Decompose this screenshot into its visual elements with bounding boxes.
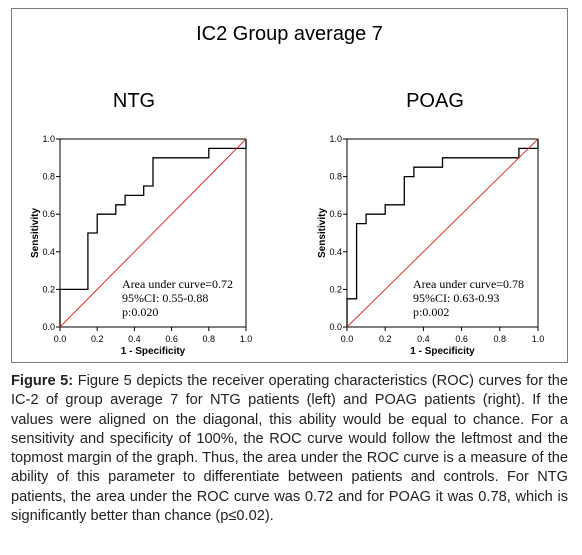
poag-x-tick-label: 0.6 xyxy=(455,334,468,344)
poag-y-tick-label: 0.2 xyxy=(329,284,342,294)
ntg-x-axis-label: 1 - Specificity xyxy=(121,346,186,357)
poag-diagonal-reference-line xyxy=(346,138,539,328)
ntg-x-tick-label: 1.0 xyxy=(240,334,253,344)
ntg-x-tick-label: 0.0 xyxy=(54,334,67,344)
ntg-y-tick-label: 0.2 xyxy=(42,284,55,294)
ntg-annotation: Area under curve=0.72 xyxy=(122,277,233,291)
ntg-x-tick-label: 0.8 xyxy=(203,334,216,344)
poag-annotation: Area under curve=0.78 xyxy=(413,277,524,291)
poag-x-tick-label: 1.0 xyxy=(532,334,545,344)
ntg-annotation: 95%CI: 0.55-0.88 xyxy=(122,291,208,305)
ntg-chart-title: NTG xyxy=(112,90,156,112)
ntg-y-tick-label: 0.0 xyxy=(42,322,55,332)
figure-caption: Figure 5: Figure 5 depicts the receiver … xyxy=(11,372,568,526)
ntg-y-tick-label: 0.8 xyxy=(42,172,55,182)
poag-x-tick-label: 0.4 xyxy=(417,334,430,344)
ntg-diagonal-reference-line xyxy=(59,138,247,328)
poag-roc-curve xyxy=(346,139,539,327)
caption-label: Figure 5: xyxy=(11,373,74,389)
ntg-x-tick-label: 0.2 xyxy=(91,334,104,344)
roc-charts: 0.0 0.2 0.4 0.6 0.8 1.0 0.0 0.2 0.4 0.6 0.8 1.0 1 - … xyxy=(30,134,545,357)
poag-y-tick-label: 0.6 xyxy=(329,209,342,219)
poag-y-tick-label: 1.0 xyxy=(329,134,342,144)
figure-title: IC2 Group average 7 xyxy=(196,23,383,45)
ntg-y-axis-label: Sensitivity xyxy=(30,208,41,258)
ntg-annotation: p:0.020 xyxy=(122,305,158,319)
poag-x-axis-label: 1 - Specificity xyxy=(410,346,475,357)
poag-x-tick-label: 0.8 xyxy=(494,334,507,344)
ntg-x-tick-label: 0.6 xyxy=(165,334,178,344)
poag-y-axis-label: Sensitivity xyxy=(317,208,328,258)
poag-y-tick-label: 0.0 xyxy=(329,322,342,332)
poag-y-tick-label: 0.4 xyxy=(329,247,342,257)
ntg-roc-curve xyxy=(59,139,247,327)
poag-x-tick-label: 0.0 xyxy=(341,334,354,344)
ntg-x-tick-label: 0.4 xyxy=(128,334,141,344)
poag-annotation: 95%CI: 0.63-0.93 xyxy=(413,291,499,305)
poag-plot-frame xyxy=(346,138,539,328)
ntg-y-tick-label: 0.6 xyxy=(42,209,55,219)
poag-y-tick-label: 0.8 xyxy=(329,172,342,182)
ntg-y-tick-label: 1.0 xyxy=(42,134,55,144)
figure-frame: IC2 Group average 7 xyxy=(11,8,568,363)
ntg-plot-frame xyxy=(59,138,247,328)
poag-chart-title: POAG xyxy=(406,90,464,112)
poag-annotation: p:0.002 xyxy=(413,305,449,319)
ntg-y-tick-label: 0.4 xyxy=(42,247,55,257)
caption-text: Figure 5 depicts the receiver operating … xyxy=(11,373,568,525)
poag-x-tick-label: 0.2 xyxy=(379,334,392,344)
